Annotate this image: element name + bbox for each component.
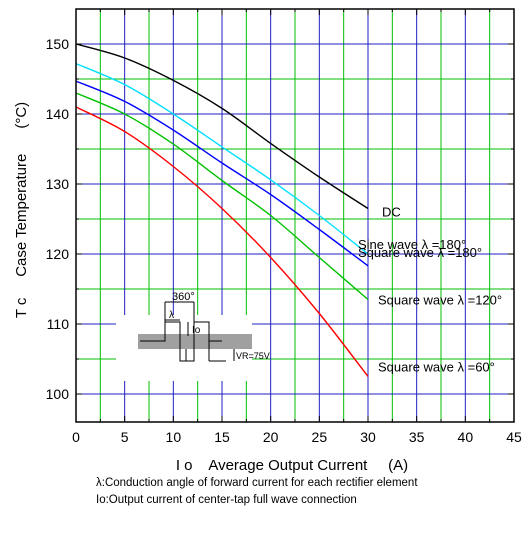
inset-waveform <box>140 321 222 362</box>
series-label: DC <box>382 205 401 220</box>
y-tick-label: 100 <box>46 386 70 402</box>
y-axis-label: T c Case Temperature (°C) <box>13 102 30 318</box>
series-label: Square wave λ =180° <box>358 245 482 260</box>
x-tick-label: 20 <box>263 429 279 445</box>
series-label: Square wave λ =120° <box>378 293 502 308</box>
y-tick-labels: 100 110 120 130 140 150 <box>46 36 70 402</box>
waveform-inset: 360° λ Io VR=75V <box>116 291 270 381</box>
series-line <box>75 80 369 267</box>
series-labels: DC Sine wave λ =180°Square wave λ =180° Sq… <box>358 205 502 375</box>
y-tick-label: 110 <box>47 316 70 332</box>
x-tick-label: 40 <box>458 429 474 445</box>
axis-ticks <box>75 8 515 422</box>
caption-conduction-angle: λ:Conduction angle of forward current fo… <box>96 477 418 489</box>
series-line <box>75 43 369 210</box>
y-tick-label: 150 <box>46 36 70 52</box>
x-tick-label: 15 <box>214 429 230 445</box>
series-line <box>75 106 369 377</box>
series-lines <box>75 43 369 377</box>
y-tick-label: 140 <box>46 106 70 122</box>
series-line <box>75 92 369 301</box>
series-label: Sine wave λ =180° <box>358 237 466 252</box>
inset-conduction-label: λ <box>169 310 174 321</box>
x-tick-label: 25 <box>312 429 328 445</box>
inset-shaded-band <box>138 334 252 349</box>
caption-output-current: Io:Output current of center-tap full wav… <box>96 494 357 506</box>
inset-period-label: 360° <box>172 291 195 303</box>
x-tick-label: 5 <box>121 429 129 445</box>
x-axis-label: I o Average Output Current (A) <box>176 457 408 474</box>
x-tick-label: 45 <box>506 429 522 445</box>
series-label: Square wave λ =60° <box>378 360 495 375</box>
inset-current-label: Io <box>192 325 201 336</box>
y-tick-label: 120 <box>46 246 70 262</box>
y-tick-label: 130 <box>46 176 70 192</box>
series-line <box>75 62 369 255</box>
x-tick-label: 0 <box>72 429 80 445</box>
x-tick-label: 30 <box>360 429 376 445</box>
x-tick-label: 35 <box>409 429 425 445</box>
inset-voltage-label: VR=75V <box>236 351 270 361</box>
x-tick-label: 10 <box>166 429 182 445</box>
x-tick-labels: 0 5 10 15 20 25 30 35 40 45 <box>72 429 522 445</box>
